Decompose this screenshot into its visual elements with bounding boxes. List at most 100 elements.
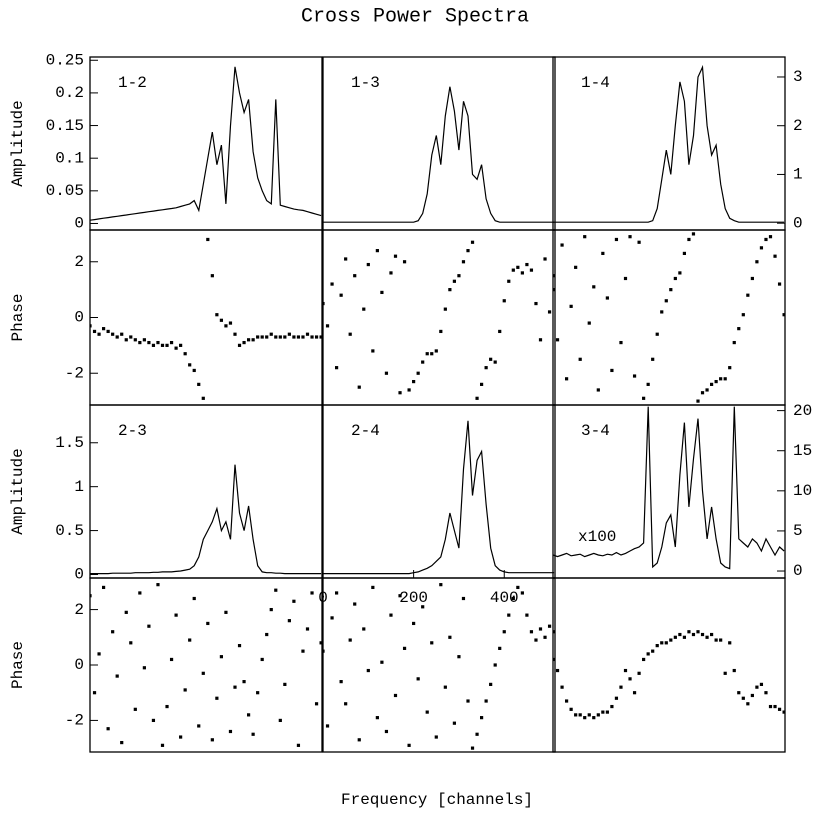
panel-label: 2-4 [351, 422, 380, 440]
phase-point [90, 324, 92, 328]
phase-point [412, 621, 416, 626]
phase-point [569, 707, 573, 711]
phase-point [197, 382, 201, 386]
phase-point [700, 632, 705, 637]
panel-plot [553, 630, 785, 720]
phase-point [393, 693, 398, 698]
phase-point [534, 301, 538, 306]
phase-point [457, 655, 461, 659]
phase-point [174, 613, 178, 617]
phase-point [344, 702, 348, 706]
phase-point [660, 310, 664, 314]
phase-point [251, 732, 255, 736]
phase-point [398, 391, 402, 395]
phase-point [732, 668, 736, 673]
phase-point [470, 746, 475, 750]
phase-point [389, 613, 393, 617]
phase-point [728, 366, 732, 370]
phase-point [334, 591, 339, 595]
phase-point [210, 738, 214, 742]
phase-point [564, 699, 569, 703]
phase-point [228, 321, 233, 325]
phase-point [160, 343, 165, 347]
phase-point [660, 641, 664, 645]
phase-point [353, 274, 357, 278]
phase-point [237, 343, 242, 347]
phase-point [592, 716, 596, 720]
phase-point [466, 699, 470, 703]
phase-point [430, 641, 434, 645]
phase-point [412, 379, 416, 384]
phase-point [529, 630, 534, 634]
phase-point [111, 630, 115, 634]
panel-label: 3-4 [581, 422, 610, 440]
phase-point [569, 304, 573, 308]
phase-point [552, 630, 555, 634]
panel-plot [90, 583, 322, 747]
y-tick-label: 1 [74, 478, 84, 496]
phase-point [583, 235, 587, 239]
panel-plot [553, 64, 785, 223]
phase-point [443, 307, 447, 311]
phase-point [746, 702, 750, 706]
phase-point [366, 668, 370, 673]
phase-point [534, 638, 538, 642]
phase-point [366, 262, 370, 267]
phase-point [174, 346, 178, 350]
phase-point [628, 677, 632, 681]
phase-point [614, 696, 619, 700]
panel-label: 1-4 [581, 74, 610, 92]
y-axis-label: Phase [9, 641, 27, 689]
phase-point [416, 371, 420, 375]
y-tick-label: 1 [793, 166, 803, 184]
phase-point [425, 710, 429, 714]
phase-point [489, 682, 493, 686]
y-tick-label: 0 [793, 214, 803, 232]
phase-point [101, 327, 106, 331]
phase-point [700, 391, 705, 395]
phase-point [353, 602, 357, 606]
phase-point [371, 585, 375, 590]
phase-point [219, 318, 224, 322]
phase-point [97, 652, 101, 656]
y-tick-label: 2 [793, 117, 803, 135]
phase-point [696, 630, 700, 634]
phase-point [339, 680, 343, 684]
phase-point [314, 702, 319, 706]
phase-point [246, 338, 251, 342]
phase-point [439, 329, 443, 334]
phase-point [552, 288, 555, 292]
phase-point [339, 293, 343, 297]
phase-point [120, 740, 124, 745]
phase-point [664, 299, 668, 303]
panel-plot [553, 232, 785, 403]
phase-point [269, 607, 273, 612]
phase-point [755, 260, 759, 264]
y-tick-label: 1.5 [55, 434, 84, 452]
phase-point [97, 332, 101, 336]
phase-point [402, 260, 407, 264]
y-tick-label: 0.5 [55, 522, 84, 540]
y-tick-label: 0.25 [46, 51, 84, 69]
phase-point [323, 301, 325, 306]
phase-point [511, 268, 515, 272]
phase-point [484, 699, 488, 703]
phase-point [714, 638, 718, 642]
phase-point [124, 338, 128, 342]
y-tick-label: 0.2 [55, 84, 84, 102]
phase-point [759, 682, 764, 686]
phase-point [210, 274, 214, 278]
phase-point [151, 718, 156, 723]
phase-point [330, 282, 334, 286]
phase-point [479, 716, 484, 720]
phase-point [623, 276, 628, 281]
y-tick-label: 0.05 [46, 182, 84, 200]
phase-point [619, 340, 623, 345]
phase-point [525, 262, 529, 267]
phase-point [655, 644, 659, 648]
phase-point [511, 596, 515, 601]
phase-point [133, 707, 137, 711]
phase-point [357, 385, 361, 389]
phase-point [319, 335, 322, 339]
